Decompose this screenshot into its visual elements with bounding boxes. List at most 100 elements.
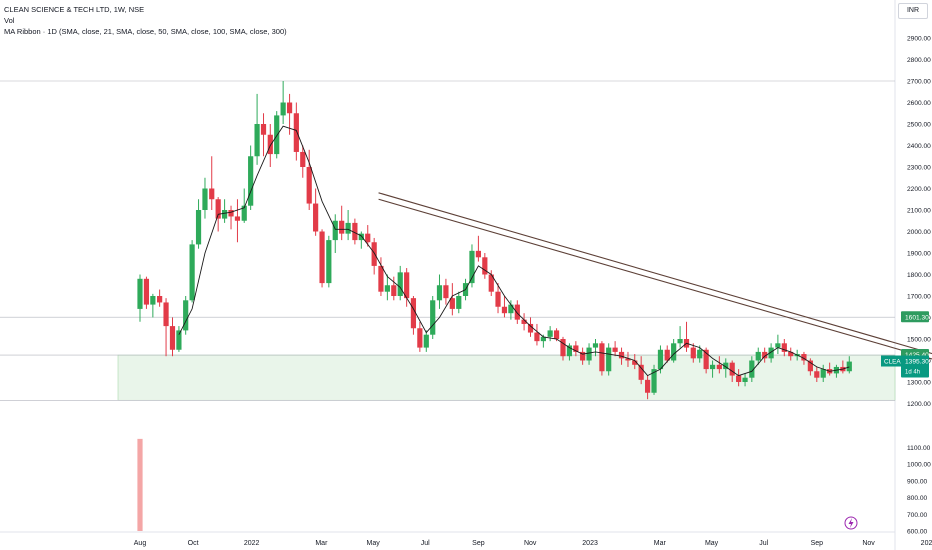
candle [469, 250, 475, 284]
candle [697, 349, 703, 359]
last-price-label-bg [901, 355, 929, 378]
candle [137, 278, 143, 309]
candle [300, 151, 306, 167]
candle [163, 302, 169, 327]
candle [339, 220, 345, 234]
candle [143, 278, 150, 305]
candle [352, 222, 358, 241]
candle [664, 349, 670, 361]
time-tick-label: Mar [315, 540, 328, 547]
candle [501, 306, 508, 314]
price-tick-label: 1800.00 [907, 272, 931, 279]
candle [202, 188, 208, 210]
time-tick-label: Oct [188, 540, 199, 547]
candle [215, 199, 221, 219]
volume-tick-label: 1000.00 [907, 462, 931, 469]
candle [814, 371, 820, 378]
time-tick-label: 2022 [244, 540, 260, 547]
candle [547, 330, 553, 337]
candle [391, 285, 397, 296]
symbol-price-tag-bg [881, 355, 901, 367]
candle [599, 343, 605, 372]
price-tick-label: 2800.00 [907, 57, 931, 64]
chart-legend: CLEAN SCIENCE & TECH LTD, 1W, NSE Vol MA… [4, 4, 287, 37]
candle [332, 220, 338, 241]
candle [703, 349, 709, 370]
volume-tick-label: 800.00 [907, 495, 928, 502]
candle [729, 362, 735, 376]
candle [580, 351, 586, 361]
candle [195, 210, 202, 245]
candle [176, 330, 182, 350]
candle [768, 347, 774, 359]
candle [234, 216, 241, 221]
time-tick-label: Jul [759, 540, 768, 547]
candle [313, 203, 319, 232]
trendline [378, 198, 932, 360]
candle [169, 326, 176, 350]
candle [449, 298, 455, 309]
candle [254, 124, 260, 157]
candle [573, 345, 579, 352]
last-price-label: 1395.30 [905, 359, 929, 366]
time-tick-label: Jul [421, 540, 430, 547]
candle [762, 351, 768, 359]
candle [157, 296, 163, 303]
candle [612, 347, 618, 352]
price-tick-label: 2900.00 [907, 36, 931, 43]
candle [260, 124, 267, 135]
price-level-label: 1601.30 [905, 314, 929, 321]
price-tick-label: 2300.00 [907, 165, 931, 172]
price-tick-label: 2100.00 [907, 208, 931, 215]
candle [736, 375, 742, 382]
candle [781, 343, 787, 352]
candle [677, 339, 683, 344]
price-level-label-bg [901, 311, 929, 323]
candle [183, 300, 189, 331]
price-tick-label: 2400.00 [907, 143, 931, 150]
candle [358, 233, 364, 241]
candle [625, 358, 631, 361]
candle [365, 233, 371, 243]
candle [801, 354, 807, 361]
candle [488, 274, 494, 292]
candle [645, 379, 651, 393]
candle [189, 244, 195, 301]
time-tick-label: Sep [811, 540, 824, 547]
currency-selector[interactable]: INR [898, 3, 928, 19]
candle [527, 323, 534, 333]
time-tick-label: 2024 [921, 540, 932, 547]
symbol-title[interactable]: CLEAN SCIENCE & TECH LTD, 1W, NSE [4, 5, 145, 14]
candle [788, 351, 794, 357]
candle [638, 364, 644, 380]
candle [384, 285, 390, 292]
candle [319, 231, 325, 284]
candle [560, 339, 566, 357]
candle [280, 102, 286, 116]
price-tick-label: 2700.00 [907, 79, 931, 86]
candle [293, 113, 299, 152]
time-tick-label: May [367, 540, 381, 547]
candle [326, 240, 332, 284]
volume-bar [137, 438, 143, 531]
candle [755, 351, 761, 361]
candle [592, 343, 599, 348]
time-tick-label: Mar [654, 540, 667, 547]
time-tick-label: Sep [472, 540, 485, 547]
volume-indicator-label[interactable]: Vol [4, 16, 15, 25]
time-tick-label: Nov [524, 540, 537, 547]
candle [807, 360, 813, 372]
price-tick-label: 2000.00 [907, 229, 931, 236]
candle [846, 361, 852, 372]
candle [404, 272, 410, 299]
price-tick-label: 2600.00 [907, 100, 931, 107]
candle [482, 257, 488, 275]
candle [306, 167, 312, 204]
price-tick-label: 1900.00 [907, 251, 931, 258]
candle [443, 285, 449, 299]
time-tick-label: Nov [862, 540, 875, 547]
candle [436, 285, 443, 301]
ma-ribbon-label[interactable]: MA Ribbon · 1D (SMA, close, 21, SMA, clo… [4, 27, 287, 36]
price-tick-label: 1200.00 [907, 401, 931, 408]
